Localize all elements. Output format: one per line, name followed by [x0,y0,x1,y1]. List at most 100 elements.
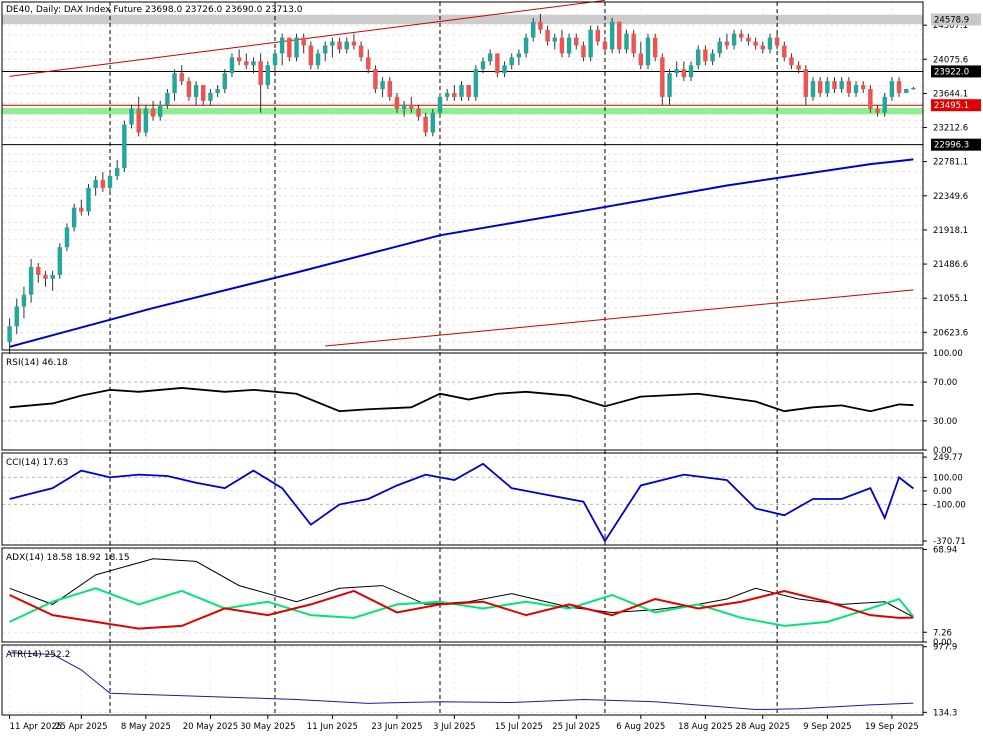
candle-body [523,37,529,54]
candle-body [258,61,263,86]
candle [760,41,765,54]
candle-body [136,108,141,133]
price-tag-bg [931,138,981,151]
price-lines-layer [2,0,923,348]
green-zone [2,107,923,115]
candle [602,37,608,54]
candle-body [322,45,328,54]
candle-body [889,81,895,97]
candle [366,49,371,74]
atr-panel-title: ATR(14) 252.2 [6,650,70,660]
candle-body [645,37,651,66]
candle-body [695,49,701,66]
x-axis-tick-label: 3 Jul 2025 [433,722,476,732]
candle [588,25,593,62]
candle-body [279,37,285,54]
y-axis-tick-label: -100.00 [933,500,966,510]
candle-body [566,37,572,54]
cci-series-line [9,462,914,543]
candle [107,172,113,192]
candle-body [911,87,916,90]
candle-body [531,21,536,38]
candle [552,33,557,50]
y-axis-tick-label: 0.00 [933,638,952,648]
candle-body [7,326,12,343]
candle [373,65,378,93]
candle [753,37,758,50]
price-tag-bg [931,99,981,112]
candle [459,81,464,101]
candle-body [107,176,113,188]
x-axis-tick-label: 6 Aug 2025 [616,722,665,732]
rsi-series-line [9,387,914,413]
y-axis-tick-label: 249.77 [933,453,963,463]
candle-body [330,41,335,46]
candle-body [143,108,149,133]
y-axis-tick-label: 100.00 [933,473,963,483]
candle-body [559,37,565,54]
candle [279,33,285,66]
candle [201,85,206,105]
candle [394,92,400,113]
candle [839,77,844,93]
candle [57,243,63,279]
candle [487,49,493,66]
candle [193,81,199,105]
candle-body [846,81,852,93]
candle-body [652,37,658,58]
panel-titles: RSI(14) 46.18 CCI(14) 17.63 ADX(14) 18.58 … [6,358,130,660]
channel-line [9,0,606,77]
zones-layer [2,14,923,115]
candle-body [222,73,228,89]
candle [416,104,421,121]
candle-body [602,41,608,50]
candle-body [337,41,342,50]
candle [911,86,916,90]
candles-layer[interactable] [7,13,916,354]
candle [660,53,665,105]
candle [631,29,636,58]
y-axis-tick-label: -370.71 [933,537,966,547]
x-axis-tick-label: 9 Sep 2025 [803,722,851,732]
candle [208,89,213,105]
candle-body [452,92,457,97]
y-axis-tick-label: 0.00 [933,446,952,456]
candle [703,45,708,66]
candle [667,69,672,105]
candle-body [832,81,837,89]
candle [409,96,414,113]
header-instrument: DAX Index Future [64,5,143,15]
x-axis-tick-label: 20 May 2025 [183,722,238,732]
candle-body [186,81,192,97]
candle [330,37,335,58]
candle [272,49,278,74]
candle [36,263,41,283]
candle-body [789,57,794,66]
candle-body [93,179,98,188]
x-axis-tick-label: 15 Jul 2025 [495,722,543,732]
x-axis-tick-label: 25 Jul 2025 [552,722,600,732]
axis-labels-layer: 24507.1 24075.6 23644.1 23212.6 22781.1 22349… [9,13,981,732]
candle [674,61,679,78]
candle-body [638,53,644,66]
candle-body [875,108,880,113]
channel-line [325,289,914,347]
candle [825,77,830,97]
adx-series-line [9,587,915,627]
candle [516,49,522,66]
candle [114,160,120,180]
candle-body [495,53,500,74]
candle-body [731,33,737,46]
candle-body [739,33,744,38]
candle-body [839,81,844,89]
y-axis-tick-label: 21918.1 [933,226,968,236]
candle-body [473,69,479,97]
header-symbol: DE40 [6,5,30,15]
candle-body [308,45,314,66]
candle [731,29,737,50]
candle-body [301,37,306,46]
candle [222,69,228,93]
candle-body [366,57,371,70]
candle-body [358,45,364,58]
